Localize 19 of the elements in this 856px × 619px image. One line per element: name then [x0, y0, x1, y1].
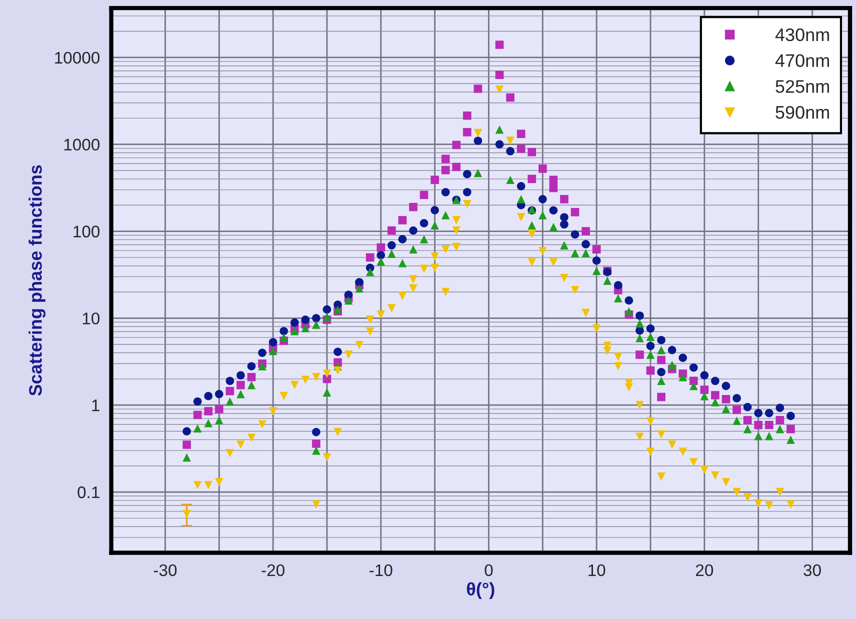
- y-tick-label: 10: [82, 312, 100, 324]
- x-tick-label: 10: [588, 564, 606, 576]
- y-tick-label: 1: [92, 400, 100, 412]
- y-tick-label: 10000: [55, 52, 100, 64]
- x-tick-label: 20: [696, 564, 714, 576]
- y-tick-label: 0.1: [78, 486, 100, 498]
- y-tick-label: 1000: [64, 138, 100, 151]
- x-tick-label: -10: [370, 564, 392, 576]
- legend-label: 590nm: [776, 106, 829, 119]
- x-tick-label: -20: [262, 564, 284, 576]
- legend-label: 470nm: [775, 54, 829, 68]
- y-tick-label: 100: [74, 226, 100, 238]
- x-axis-title: θ(°): [466, 582, 494, 600]
- y-axis-title: Scattering phase functions: [28, 165, 46, 396]
- legend-label: 525nm: [776, 80, 829, 93]
- legend-label: 430nm: [775, 28, 829, 42]
- x-tick-label: 0: [484, 564, 493, 576]
- x-tick-label: 30: [804, 564, 821, 576]
- x-tick-label: -30: [154, 564, 177, 576]
